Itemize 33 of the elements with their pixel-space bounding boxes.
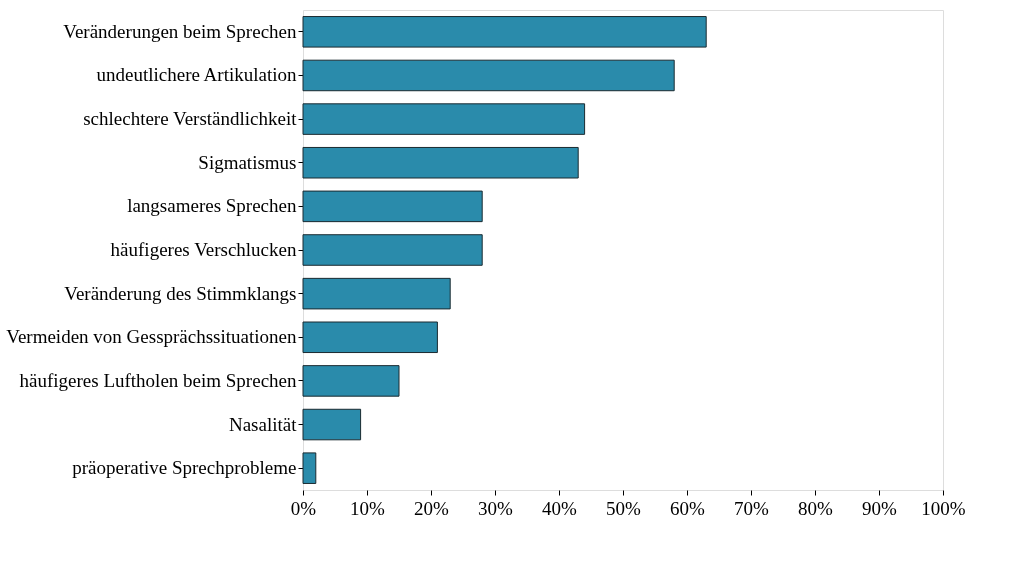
- x-tick-label: 90%: [862, 497, 898, 519]
- x-tick-label: 40%: [542, 497, 578, 519]
- x-tick-label: 70%: [734, 497, 770, 519]
- y-tick-label: Sigmatismus: [198, 151, 297, 173]
- bar: [302, 234, 483, 266]
- x-tick-label: 0%: [290, 497, 317, 519]
- bar: [302, 277, 451, 310]
- y-tick-label: häufigeres Luftholen beim Sprechen: [19, 369, 297, 391]
- x-tick-label: 30%: [478, 497, 514, 519]
- y-tick-label: undeutlichere Artikulation: [96, 64, 297, 86]
- x-tick-label: 80%: [798, 497, 834, 519]
- y-tick-label: langsameres Sprechen: [127, 195, 297, 217]
- y-tick-label: präoperative Sprechprobleme: [72, 457, 297, 479]
- x-tick-label: 60%: [670, 497, 706, 519]
- x-tick-label: 20%: [414, 497, 450, 519]
- bar: [302, 321, 438, 354]
- bar: [302, 103, 586, 135]
- y-tick-label: schlechtere Verständlichkeit: [83, 108, 298, 130]
- y-tick-label: Veränderung des Stimmklangs: [64, 282, 297, 304]
- y-tick-label: Vermeiden von Gessprächssituationen: [6, 326, 297, 348]
- bar: [302, 408, 362, 441]
- x-tick-label: 50%: [606, 497, 642, 519]
- y-tick-label: Veränderungen beim Sprechen: [63, 20, 297, 42]
- bar: [302, 365, 400, 397]
- bar: [302, 16, 707, 48]
- y-tick-label: häufigeres Verschlucken: [110, 239, 297, 260]
- bar: [302, 59, 675, 92]
- x-tick-label: 10%: [350, 497, 386, 519]
- x-tick-label: 100%: [921, 497, 966, 519]
- bar: [302, 452, 317, 484]
- y-tick-label: Nasalität: [228, 413, 298, 435]
- bar: [302, 190, 483, 223]
- bar: [302, 146, 579, 179]
